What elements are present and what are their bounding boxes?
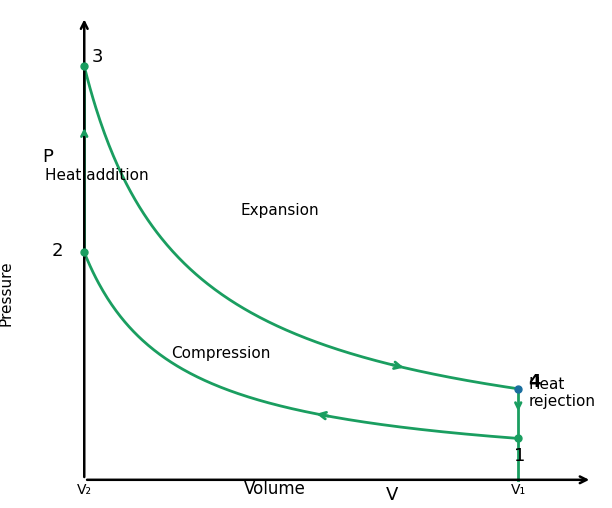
Point [513, 385, 523, 393]
Text: 1: 1 [514, 447, 525, 465]
Text: Heat addition: Heat addition [45, 168, 149, 183]
Text: 2: 2 [51, 242, 63, 261]
Text: 3: 3 [91, 48, 103, 66]
Point [513, 434, 523, 442]
Text: V₁: V₁ [510, 483, 526, 497]
Text: Volume: Volume [244, 480, 306, 498]
Text: V₂: V₂ [76, 483, 92, 497]
Text: V: V [386, 486, 398, 503]
Point [80, 62, 89, 70]
Text: Compression: Compression [171, 346, 271, 361]
Text: Heat
rejection: Heat rejection [529, 377, 595, 409]
Text: 4: 4 [529, 373, 541, 391]
Text: Expansion: Expansion [241, 203, 319, 218]
Text: Pressure: Pressure [0, 261, 13, 327]
Text: P: P [42, 148, 53, 166]
Point [80, 248, 89, 257]
